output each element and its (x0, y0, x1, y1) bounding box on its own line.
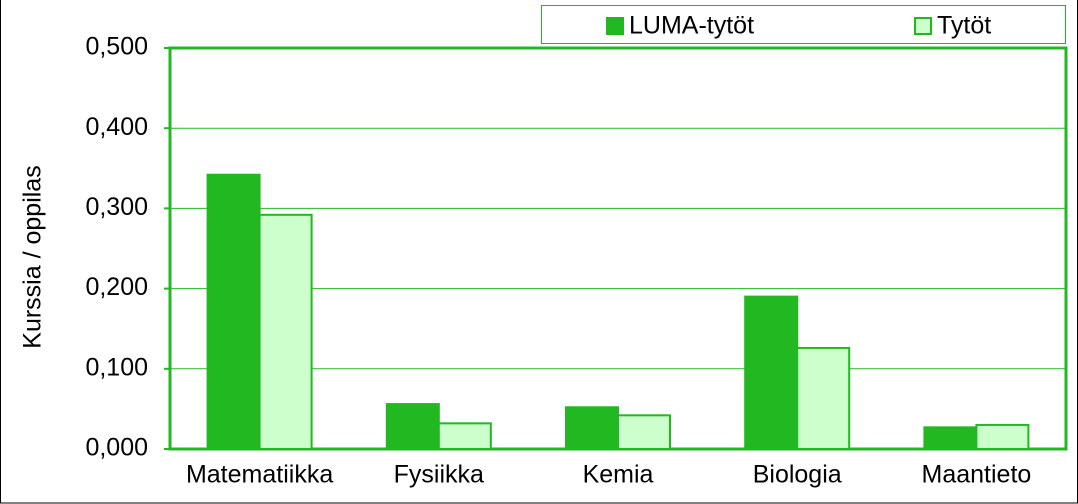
bar (206, 173, 261, 450)
bar (975, 423, 1030, 451)
x-tick-label: Matematiikka (186, 461, 333, 489)
bar (744, 295, 799, 450)
legend-swatch (606, 17, 624, 35)
y-tick-label: 0,200 (85, 273, 148, 301)
y-tick-label: 0,100 (85, 353, 148, 381)
x-tick-label: Kemia (583, 461, 654, 489)
legend-swatch (914, 17, 932, 35)
y-tick-label: 0,300 (85, 193, 148, 221)
y-tick-label: 0,000 (85, 434, 148, 462)
bar (258, 213, 313, 450)
legend-label: Tytöt (937, 12, 991, 40)
y-axis-label: Kurssia / oppilas (19, 165, 47, 348)
y-tick-label: 0,400 (85, 113, 148, 141)
bar (796, 346, 851, 450)
legend-box (541, 5, 1066, 44)
y-tick-label: 0,500 (85, 33, 148, 61)
x-tick-label: Biologia (753, 461, 842, 489)
legend-label: LUMA-tytöt (629, 12, 754, 40)
bar (437, 422, 492, 450)
x-tick-label: Fysiikka (394, 461, 484, 489)
bar (923, 426, 978, 451)
bar (385, 403, 440, 451)
bar (565, 406, 619, 450)
x-tick-label: Maantieto (922, 461, 1032, 489)
bar (617, 414, 671, 451)
